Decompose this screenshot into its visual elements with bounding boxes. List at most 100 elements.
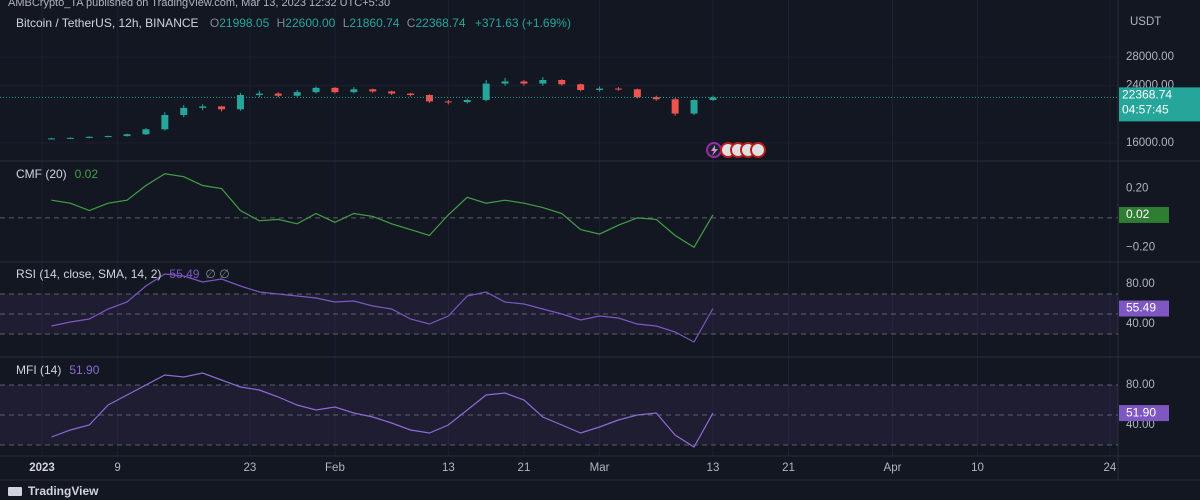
event-icon[interactable] [750, 142, 766, 158]
x-tick-label: 13 [707, 462, 720, 474]
value-box [1119, 206, 1169, 223]
candle-body [123, 134, 131, 137]
candle-body [577, 84, 585, 90]
grid-layer [0, 0, 1118, 456]
candle-body [180, 107, 188, 115]
indicator-name: RSI (14, close, SMA, 14, 2) [16, 267, 161, 281]
y-tick-label: 40.00 [1126, 419, 1155, 431]
value-box [1119, 405, 1169, 422]
y-tick-label: 40.00 [1126, 318, 1155, 330]
value-box-label: 0.02 [1126, 207, 1150, 221]
candle-body [85, 136, 93, 138]
indicator-title: MFI (14) 51.90 [16, 363, 100, 377]
event-glyph [711, 145, 718, 156]
ohlc-value: 21860.74 [349, 16, 399, 30]
candle-body [501, 81, 509, 84]
candle-body [104, 136, 112, 138]
ohlc-value: 22368.74 [415, 16, 465, 30]
candle-body [463, 100, 471, 103]
candle-body [369, 89, 377, 92]
x-tick-label: 9 [114, 462, 120, 474]
x-tick-label: Feb [325, 462, 345, 474]
candle-body [633, 89, 641, 98]
change: +371.63 (+1.69%) [475, 16, 571, 30]
indicator-title: RSI (14, close, SMA, 14, 2) 55.49 ∅ ∅ [16, 267, 230, 281]
candle-body [444, 101, 452, 103]
candle-body [350, 89, 358, 93]
x-tick-label: Mar [590, 462, 610, 474]
indicator-title: CMF (20) 0.02 [16, 167, 98, 181]
x-tick-label: 24 [1103, 462, 1116, 474]
ohlc-value: 22600.00 [285, 16, 335, 30]
footer-brand: TradingView [28, 484, 99, 498]
x-tick-label: 13 [442, 462, 455, 474]
publish-note: AMBCrypto_TA published on TradingView.co… [8, 0, 390, 9]
y-tick-label: −0.20 [1126, 241, 1155, 253]
indicator-line [51, 273, 714, 343]
value-box-label: 55.49 [1126, 301, 1156, 315]
ohlc-key: O [210, 16, 219, 30]
indicator-flags: ∅ ∅ [205, 267, 229, 281]
x-tick-label: 21 [518, 462, 531, 474]
candle-body [482, 83, 490, 100]
logo-mark [8, 487, 22, 496]
currency: USDT [1130, 16, 1161, 28]
y-tick-label: 28000.00 [1126, 51, 1174, 63]
candle-body [199, 106, 207, 108]
ohlc-key: C [407, 16, 416, 30]
value-box-label: 51.90 [1126, 405, 1156, 419]
indicator-value: 51.90 [69, 363, 99, 377]
ohlc-key: H [277, 16, 286, 30]
countdown: 04:57:45 [1122, 103, 1169, 117]
y-tick-label: 80.00 [1126, 379, 1155, 391]
x-tick-label: 21 [782, 462, 795, 474]
x-tick-label: Apr [884, 462, 902, 474]
price-label: 22368.74 [1122, 88, 1172, 102]
indicator-value: 0.02 [75, 167, 99, 181]
candle-body [161, 115, 169, 130]
y-tick-label: 80.00 [1126, 278, 1155, 290]
candle-body [236, 95, 244, 110]
candle-body [520, 81, 528, 84]
candle-body [407, 93, 415, 95]
indicator-value: 55.49 [169, 267, 199, 281]
ohlc-key: L [343, 16, 350, 30]
x-tick-label: 10 [971, 462, 984, 474]
ohlc-value: 21998.05 [219, 16, 269, 30]
price-box [1119, 87, 1200, 122]
candle-body [596, 88, 604, 90]
candle-body [293, 92, 301, 96]
candle-body [558, 80, 566, 85]
candle-body [709, 97, 717, 101]
value-box [1119, 300, 1169, 317]
candle-body [274, 93, 282, 96]
chart-title: Bitcoin / TetherUS, 12h, BINANCE O21998.… [16, 16, 571, 30]
x-tick-label: 23 [244, 462, 257, 474]
symbol: Bitcoin / TetherUS, 12h, BINANCE [16, 16, 199, 30]
y-tick-label: 0.20 [1126, 183, 1148, 195]
indicator-line [51, 372, 714, 448]
event-icons [706, 142, 766, 158]
candle-body [66, 137, 74, 139]
indicator-name: MFI (14) [16, 363, 61, 377]
candle-body [255, 93, 263, 95]
candle-body [388, 91, 396, 94]
candle-body [614, 88, 622, 90]
logo: TradingView [8, 484, 99, 498]
candle-body [539, 80, 547, 84]
candle-body [331, 87, 339, 93]
x-tick-label: 2023 [29, 462, 55, 474]
candle-body [218, 106, 226, 110]
indicator-name: CMF (20) [16, 167, 67, 181]
candle-body [312, 87, 320, 93]
candle-body [671, 99, 679, 114]
indicator-line [51, 173, 714, 249]
candle-body [47, 138, 55, 140]
candle-body [425, 95, 433, 102]
y-tick-label: 16000.00 [1126, 137, 1174, 149]
candle-body [652, 97, 660, 100]
candle-body [142, 129, 150, 135]
candle-body [690, 100, 698, 114]
